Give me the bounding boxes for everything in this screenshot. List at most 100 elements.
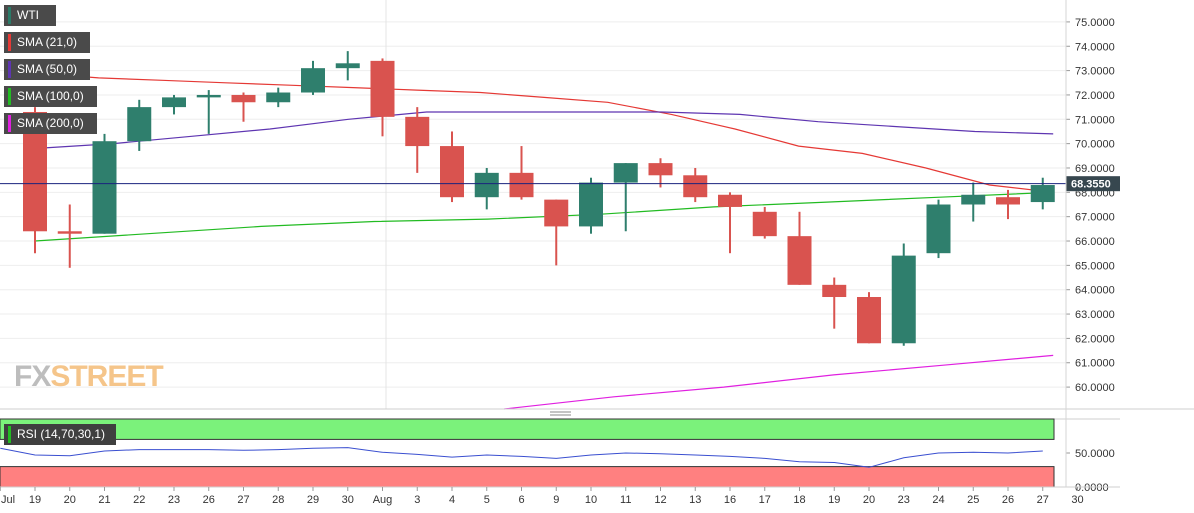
y-tick-label: 60.0000 — [1075, 382, 1115, 394]
legend-item[interactable]: WTI — [4, 5, 56, 26]
candle-body — [891, 255, 916, 344]
logo-fx: FX — [14, 360, 51, 393]
candle-body — [544, 199, 569, 227]
x-tick-label: 20 — [64, 494, 76, 506]
x-tick-label: 9 — [553, 494, 559, 506]
candle — [509, 146, 534, 200]
candle-body — [683, 175, 708, 198]
candle-body — [196, 94, 221, 98]
rsi-swatch — [8, 426, 11, 443]
candle — [579, 177, 603, 234]
legend-swatch — [8, 61, 11, 78]
rsi-panel: 50.0000 0.0000 — [0, 418, 1115, 494]
sma-line — [504, 354, 1054, 410]
legend-label: SMA (100,0) — [17, 89, 84, 103]
candle-body — [474, 172, 499, 198]
x-tick-label: 30 — [1071, 494, 1083, 506]
legend-swatch — [8, 115, 11, 132]
sma-line — [34, 191, 1054, 242]
y-tick-label: 67.0000 — [1075, 212, 1115, 224]
legend-item[interactable]: SMA (200,0) — [4, 113, 97, 134]
candle-body — [405, 116, 430, 147]
candle — [127, 99, 152, 151]
y-tick-label: 62.0000 — [1075, 333, 1115, 345]
candle — [857, 292, 881, 344]
panel-resize-handle[interactable] — [550, 411, 571, 416]
candle-body — [162, 97, 186, 108]
sma-line — [34, 72, 1054, 193]
x-tick-label: 13 — [689, 494, 701, 506]
candle — [787, 211, 812, 285]
price-grid — [0, 21, 1066, 388]
candle-body — [648, 163, 673, 176]
candle — [544, 199, 569, 266]
candle — [405, 107, 430, 173]
rsi-overbought-zone — [0, 418, 1055, 440]
x-tick-label: 25 — [967, 494, 979, 506]
x-tick-label: 11 — [620, 494, 631, 506]
x-tick-label: 17 — [759, 494, 771, 506]
candle-body — [301, 68, 325, 93]
legend-label: SMA (200,0) — [17, 116, 84, 130]
rsi-line — [0, 447, 1043, 468]
rsi-legend: RSI (14,70,30,1) — [4, 424, 116, 445]
candle — [648, 158, 673, 188]
candle — [92, 133, 117, 234]
x-tick-label: 28 — [272, 494, 284, 506]
legend-swatch — [8, 7, 11, 24]
candle — [1030, 177, 1055, 210]
fxstreet-logo: FXSTREET — [14, 360, 164, 394]
candle-body — [787, 236, 812, 285]
candle — [301, 60, 325, 95]
candle — [57, 204, 82, 268]
x-tick-label: 30 — [342, 494, 354, 506]
candle-body — [579, 182, 603, 227]
legend-swatch — [8, 34, 11, 51]
x-tick-label: 3 — [414, 494, 420, 506]
x-tick-label: 27 — [1037, 494, 1049, 506]
y-tick-label: 74.0000 — [1075, 41, 1115, 53]
legend-item[interactable]: SMA (21,0) — [4, 32, 90, 53]
legend-item[interactable]: SMA (50,0) — [4, 59, 90, 80]
x-tick-label: 20 — [863, 494, 875, 506]
x-tick-label: 19 — [29, 494, 41, 506]
candle — [683, 167, 708, 203]
logo-street: STREET — [50, 360, 163, 393]
candle-body — [335, 63, 360, 69]
last-price-tag-bg — [1066, 176, 1120, 192]
candle — [266, 87, 291, 108]
legend-item[interactable]: SMA (100,0) — [4, 86, 97, 107]
candle-body — [613, 163, 638, 183]
candle — [718, 192, 742, 254]
candle-body — [509, 172, 534, 198]
last-price-tag: 68.3550 — [1066, 176, 1120, 192]
x-tick-label: 6 — [518, 494, 524, 506]
candle — [162, 94, 186, 115]
legend-swatch — [8, 88, 11, 105]
candle-body — [857, 297, 881, 344]
x-tick-label: 24 — [932, 494, 944, 506]
candle-body — [266, 92, 291, 103]
y-tick-label: 71.0000 — [1075, 114, 1115, 126]
candle — [891, 243, 916, 346]
candle — [440, 131, 464, 203]
y-tick-label: 61.0000 — [1075, 358, 1115, 370]
candle — [335, 51, 360, 81]
y-tick-label: 75.0000 — [1075, 17, 1115, 29]
candle — [196, 90, 221, 134]
x-tick-label: 27 — [237, 494, 249, 506]
y-tick-label: 63.0000 — [1075, 309, 1115, 321]
rsi-y-tick-label: 0.0000 — [1075, 482, 1109, 494]
candle — [474, 167, 499, 210]
candle-body — [370, 60, 395, 117]
y-tick-label: 73.0000 — [1075, 66, 1115, 78]
candle-body — [92, 141, 117, 234]
candle — [996, 189, 1020, 220]
x-tick-label: 23 — [168, 494, 180, 506]
x-tick-label: 19 — [828, 494, 840, 506]
x-tick-label: 26 — [203, 494, 215, 506]
y-tick-label: 65.0000 — [1075, 260, 1115, 272]
x-tick-label: 12 — [654, 494, 666, 506]
rsi-y-tick-label: 50.0000 — [1075, 448, 1115, 460]
x-tick-label: 26 — [1002, 494, 1014, 506]
